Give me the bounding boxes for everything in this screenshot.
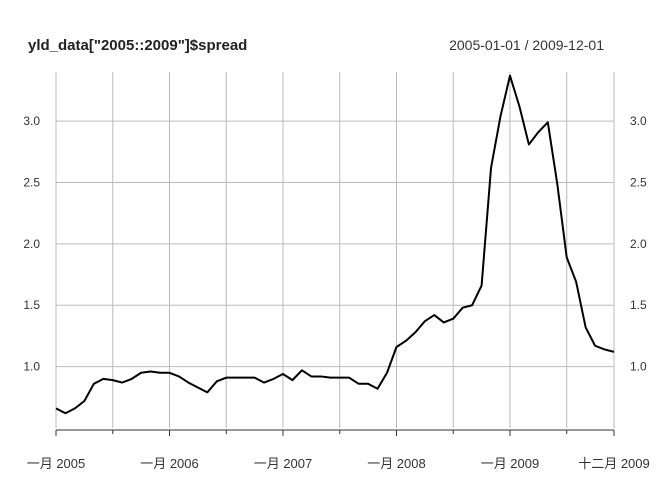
y-tick-label-right: 2.5 [630,175,647,189]
y-tick-label-right: 2.0 [630,237,647,251]
chart-title: yld_data["2005::2009"]$spread [28,37,247,54]
y-tick-label-left: 3.0 [23,114,40,128]
x-axis: 一月 2005 一月 2006 一月 2007 一月 2008 一月 2009 十二月 2… [27,429,650,471]
y-tick-label-left: 1.0 [23,360,40,374]
spread-series-line [55,74,615,415]
y-tick-label-left: 1.5 [23,298,40,312]
y-axis-left: 1.0 1.5 2.0 2.5 3.0 [23,114,40,374]
x-tick-label: 一月 2008 [367,456,426,471]
series-group [55,74,615,415]
x-tick-label: 一月 2009 [481,456,540,471]
y-tick-label-right: 1.0 [630,360,647,374]
date-range-label: 2005-01-01 / 2009-12-01 [449,37,604,53]
y-tick-label-right: 3.0 [630,114,647,128]
x-tick-label: 一月 2006 [140,456,199,471]
x-tick-label: 十二月 2009 [578,456,650,471]
y-tick-label-right: 1.5 [630,298,647,312]
grid-lines [55,72,615,428]
x-tick-label: 一月 2005 [27,456,86,471]
y-axis-right: 1.0 1.5 2.0 2.5 3.0 [630,114,647,374]
x-tick-label: 一月 2007 [254,456,313,471]
y-tick-label-left: 2.0 [23,237,40,251]
y-tick-label-left: 2.5 [23,175,40,189]
